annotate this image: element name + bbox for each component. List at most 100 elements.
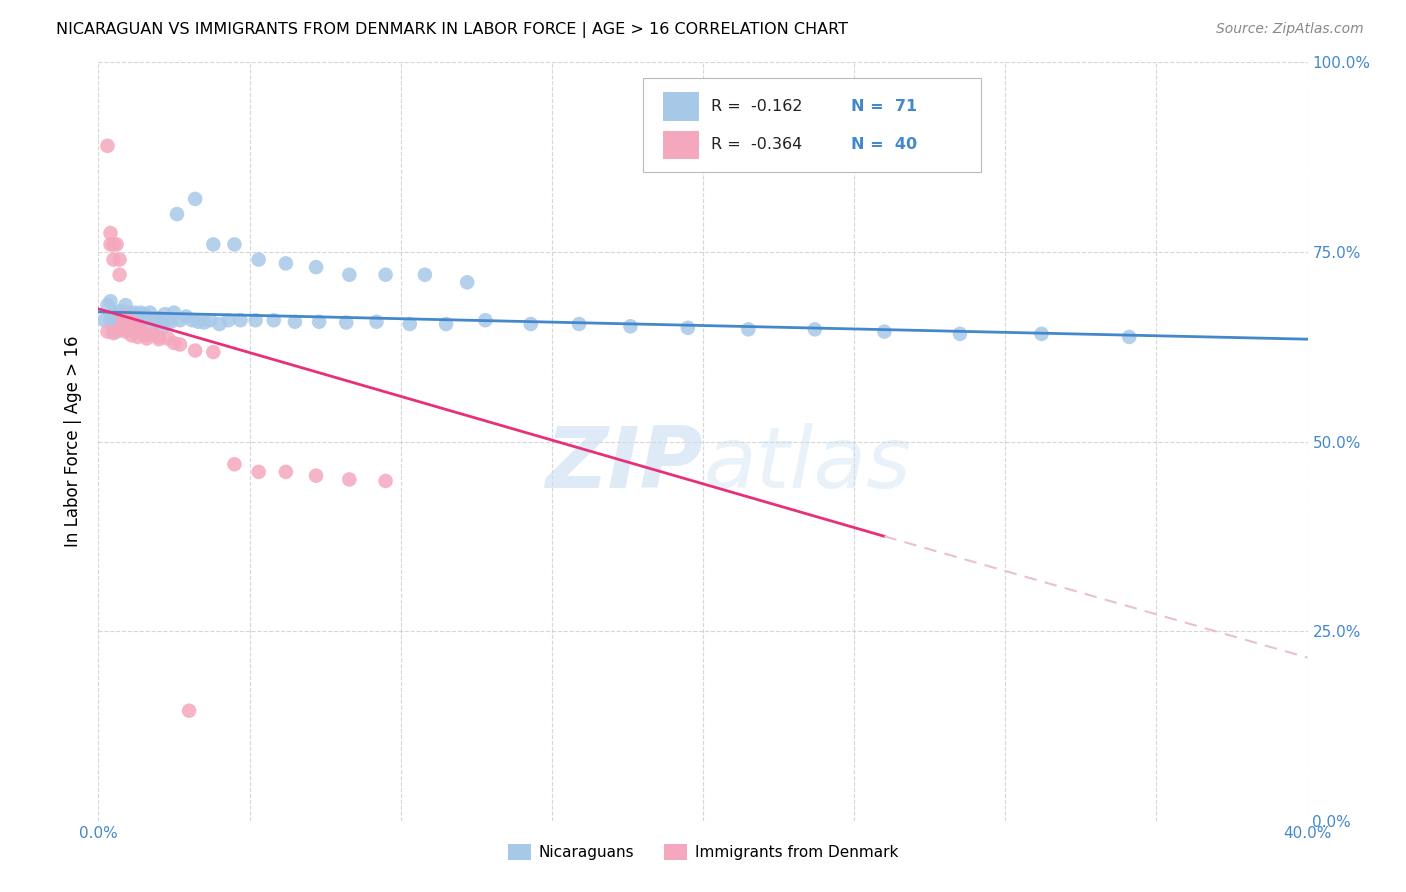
Point	[121, 328, 143, 343]
Point	[202, 237, 225, 252]
Text: atlas: atlas	[703, 423, 911, 506]
Point	[160, 315, 183, 329]
Point	[105, 325, 128, 339]
Point	[111, 315, 134, 329]
Point	[93, 313, 115, 327]
Point	[118, 313, 141, 327]
Point	[96, 325, 118, 339]
Point	[145, 313, 167, 327]
Text: ZIP: ZIP	[546, 423, 703, 506]
Point	[245, 313, 267, 327]
Point	[118, 310, 141, 324]
Point	[519, 317, 541, 331]
Point	[949, 326, 972, 341]
Point	[129, 305, 152, 319]
Point	[337, 268, 360, 282]
Point	[142, 317, 165, 331]
Bar	[664, 92, 699, 120]
Point	[174, 310, 197, 324]
Point	[132, 326, 155, 340]
Point	[100, 237, 122, 252]
Point	[169, 313, 191, 327]
Point	[114, 305, 136, 319]
Point	[132, 307, 155, 321]
Point	[148, 332, 170, 346]
Point	[111, 313, 134, 327]
Point	[150, 320, 173, 334]
Point	[100, 313, 122, 327]
Point	[103, 305, 125, 319]
Point	[804, 322, 827, 336]
Point	[135, 331, 157, 345]
Point	[193, 316, 215, 330]
Point	[118, 315, 141, 329]
Point	[474, 313, 496, 327]
Point	[121, 315, 143, 329]
Point	[247, 252, 270, 267]
Point	[153, 307, 176, 321]
Point	[181, 313, 204, 327]
Text: R =  -0.364: R = -0.364	[711, 136, 803, 152]
Point	[114, 325, 136, 339]
Point	[366, 315, 388, 329]
Point	[103, 320, 125, 334]
Point	[148, 330, 170, 344]
Point	[224, 458, 246, 472]
Text: Source: ZipAtlas.com: Source: ZipAtlas.com	[1216, 22, 1364, 37]
Point	[374, 474, 396, 488]
Point	[124, 305, 146, 319]
Point	[305, 260, 328, 275]
Point	[224, 237, 246, 252]
Point	[217, 313, 239, 327]
FancyBboxPatch shape	[643, 78, 981, 172]
Point	[108, 252, 131, 267]
Point	[163, 335, 186, 350]
Point	[676, 320, 699, 334]
Point	[184, 343, 207, 358]
Point	[284, 315, 307, 329]
Point	[129, 322, 152, 336]
Point	[127, 330, 149, 344]
Point	[374, 268, 396, 282]
Bar	[664, 130, 699, 160]
Point	[166, 207, 188, 221]
Point	[105, 317, 128, 331]
Text: NICARAGUAN VS IMMIGRANTS FROM DENMARK IN LABOR FORCE | AGE > 16 CORRELATION CHAR: NICARAGUAN VS IMMIGRANTS FROM DENMARK IN…	[56, 22, 848, 38]
Point	[274, 465, 297, 479]
Point	[200, 313, 222, 327]
Point	[873, 325, 896, 339]
Point	[108, 322, 131, 336]
Point	[108, 307, 131, 321]
Point	[337, 473, 360, 487]
Point	[139, 305, 162, 319]
Point	[163, 305, 186, 319]
Point	[111, 310, 134, 325]
Point	[135, 328, 157, 343]
Point	[156, 313, 179, 327]
Point	[335, 316, 357, 330]
Point	[96, 298, 118, 312]
Point	[148, 310, 170, 325]
Point	[179, 704, 201, 718]
Point	[108, 304, 131, 318]
Point	[100, 294, 122, 309]
Point	[1031, 326, 1053, 341]
Point	[105, 237, 128, 252]
Point	[96, 138, 118, 153]
Text: N =  71: N = 71	[851, 99, 917, 114]
Point	[619, 319, 641, 334]
Point	[103, 326, 125, 340]
Point	[103, 252, 125, 267]
Y-axis label: In Labor Force | Age > 16: In Labor Force | Age > 16	[65, 335, 83, 548]
Text: N =  40: N = 40	[851, 136, 917, 152]
Legend: Nicaraguans, Immigrants from Denmark: Nicaraguans, Immigrants from Denmark	[502, 838, 904, 866]
Point	[305, 468, 328, 483]
Point	[229, 313, 252, 327]
Point	[100, 226, 122, 240]
Point	[568, 317, 591, 331]
Point	[108, 268, 131, 282]
Point	[434, 317, 457, 331]
Point	[142, 326, 165, 341]
Point	[121, 307, 143, 321]
Point	[114, 310, 136, 324]
